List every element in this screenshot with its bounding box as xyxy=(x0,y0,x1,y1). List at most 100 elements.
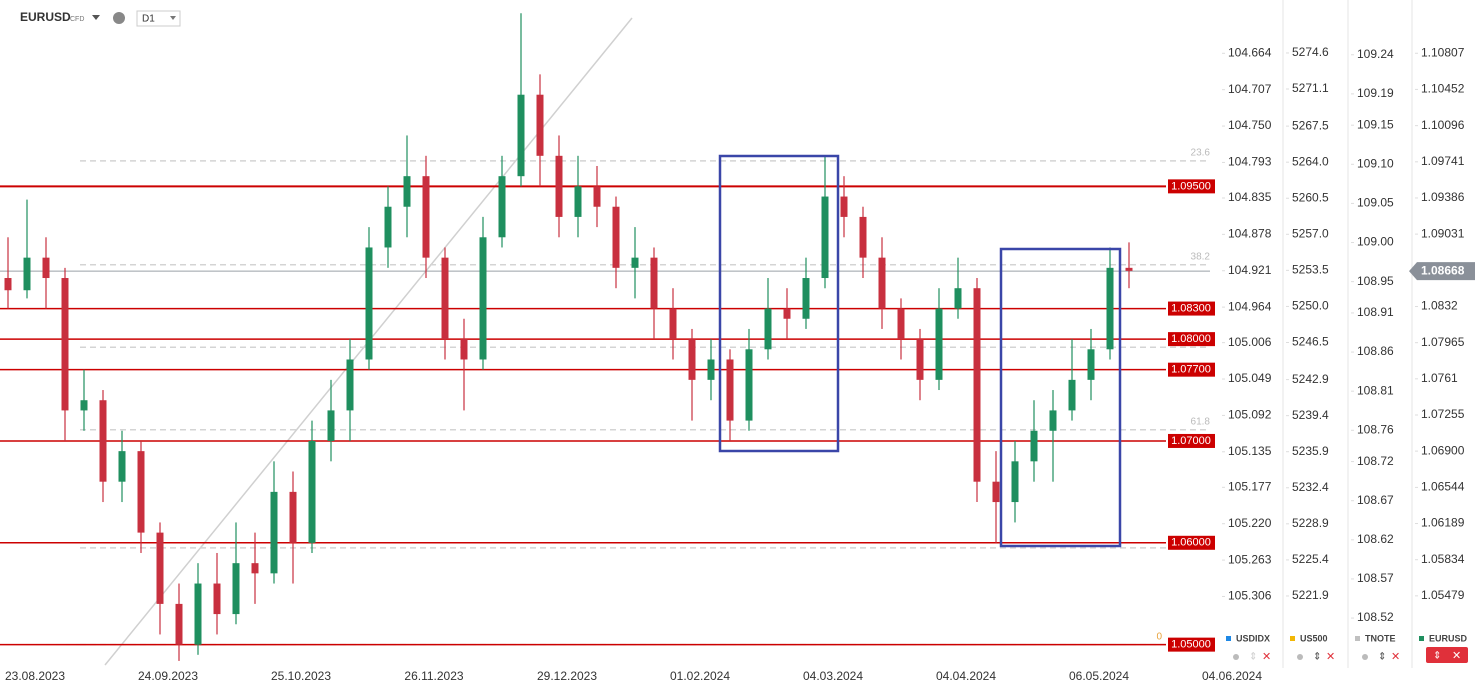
y-tick-label: 104.664 xyxy=(1228,45,1272,59)
candle-body xyxy=(194,583,202,645)
legend-label[interactable]: TNOTE xyxy=(1365,633,1396,643)
y-tick-label: 5239.4 xyxy=(1292,408,1329,422)
candle-body xyxy=(365,247,373,360)
level-badge xyxy=(1168,362,1215,377)
candle-body xyxy=(1011,461,1019,503)
candle-body xyxy=(1125,267,1133,271)
y-tick-label: 5253.5 xyxy=(1292,263,1329,277)
y-tick-label: 105.306 xyxy=(1228,589,1272,603)
separators xyxy=(1282,0,1413,668)
y-tick-label: 1.07965 xyxy=(1421,335,1465,349)
x-tick-label: 26.11.2023 xyxy=(404,669,463,683)
candle-body xyxy=(536,94,544,156)
candle-body xyxy=(859,216,867,258)
svg-text:✕: ✕ xyxy=(1262,651,1271,663)
legend-swatch xyxy=(1290,636,1295,641)
candle-body xyxy=(631,257,639,268)
candle-body xyxy=(289,491,297,543)
legend-swatch xyxy=(1226,636,1231,641)
y-tick-label: 5235.9 xyxy=(1292,444,1329,458)
candle-body xyxy=(346,359,354,411)
y-tick-label: 109.05 xyxy=(1357,196,1394,210)
info-icon[interactable] xyxy=(113,12,125,24)
x-tick-label: 25.10.2023 xyxy=(271,669,331,683)
candle-body xyxy=(156,532,164,604)
candle-body xyxy=(23,257,31,291)
candle-body xyxy=(669,308,677,340)
candle-body xyxy=(574,186,582,217)
y-tick-label: 109.15 xyxy=(1357,117,1394,131)
y-tick-label: 1.05479 xyxy=(1421,588,1465,602)
svg-text:⇕: ⇕ xyxy=(1378,652,1386,663)
candle-body xyxy=(707,359,715,380)
y-tick-label: 5264.0 xyxy=(1292,154,1329,168)
y-tick-label: 5267.5 xyxy=(1292,118,1329,132)
candle-body xyxy=(612,206,620,268)
timeframe-dropdown[interactable] xyxy=(170,16,176,20)
y-tick-label: 1.09741 xyxy=(1421,154,1465,168)
symbol-dropdown[interactable] xyxy=(92,15,100,20)
candle-body xyxy=(764,308,772,350)
candle-body xyxy=(460,339,468,360)
y-tick-label: 5260.5 xyxy=(1292,190,1329,204)
y-tick-label: 105.049 xyxy=(1228,371,1272,385)
y-tick-label: 1.06189 xyxy=(1421,516,1465,530)
y-tick-label: 1.10807 xyxy=(1421,45,1465,59)
y-tick-label: 104.835 xyxy=(1228,190,1272,204)
y-tick-label: 1.09031 xyxy=(1421,226,1465,240)
legend-label[interactable]: USDIDX xyxy=(1236,633,1270,643)
candle-body xyxy=(270,491,278,574)
svg-text:⇕: ⇕ xyxy=(1249,652,1257,663)
candle-body xyxy=(137,451,145,533)
legend-icons[interactable]: ⇕ ⇕ ⇕ ✕ ✕ ✕ ✕ ⇕ xyxy=(1233,650,1461,663)
y-tick-label: 104.750 xyxy=(1228,118,1272,132)
candle-body xyxy=(726,359,734,421)
y-tick-label: 5250.0 xyxy=(1292,299,1329,313)
candle-body xyxy=(80,400,88,411)
candle-body xyxy=(821,196,829,279)
x-tick-label: 01.02.2024 xyxy=(670,669,730,683)
candle-body xyxy=(251,563,259,574)
legend-label[interactable]: EURUSD xyxy=(1429,633,1468,643)
level-label: 1.09500 xyxy=(1171,180,1211,192)
candle-body xyxy=(593,186,601,207)
candle-body xyxy=(403,176,411,207)
candle-body xyxy=(802,278,810,319)
active-legend-bg xyxy=(1426,647,1468,663)
legend-label[interactable]: US500 xyxy=(1300,633,1328,643)
highlight-box xyxy=(999,247,1122,548)
svg-text:⇕: ⇕ xyxy=(1313,652,1321,663)
y-tick-label: 108.95 xyxy=(1357,274,1394,288)
y-tick-label: 105.220 xyxy=(1228,516,1272,530)
candle-body xyxy=(4,278,12,291)
fib-label: 0 xyxy=(1156,631,1162,642)
timeframe-select[interactable] xyxy=(136,10,181,27)
y-tick-label: 108.76 xyxy=(1357,422,1394,436)
y-tick-label: 5242.9 xyxy=(1292,372,1329,386)
candle-body xyxy=(1049,410,1057,431)
y-tick-label: 105.263 xyxy=(1228,552,1272,566)
y-tick-label: 5257.0 xyxy=(1292,226,1329,240)
candle-body xyxy=(1068,379,1076,411)
y-tick-label: 108.91 xyxy=(1357,305,1394,319)
y-tick-label: 5246.5 xyxy=(1292,335,1329,349)
svg-text:✕: ✕ xyxy=(1326,651,1335,663)
candle-body xyxy=(175,603,183,645)
y-tick-label: 104.707 xyxy=(1228,82,1272,96)
y-tick-label: 109.10 xyxy=(1357,156,1394,170)
level-badge xyxy=(1168,535,1215,550)
x-tick-label: 04.03.2024 xyxy=(803,669,863,683)
candle-body xyxy=(688,339,696,380)
y-tick-label: 5225.4 xyxy=(1292,552,1329,566)
svg-text:✕: ✕ xyxy=(1391,651,1400,663)
symbol[interactable]: EURUSD xyxy=(20,10,71,24)
level-label: 1.08300 xyxy=(1171,302,1211,314)
fib-label: 23.6 xyxy=(1191,148,1211,159)
timeframe[interactable]: D1 xyxy=(142,14,155,25)
y-tick-label: 104.793 xyxy=(1228,155,1272,169)
level-badge xyxy=(1168,637,1215,652)
y-tick-label: 1.05834 xyxy=(1421,552,1465,566)
y-tick-label: 109.24 xyxy=(1357,47,1394,61)
candle-body xyxy=(99,400,107,482)
candle-body xyxy=(327,410,335,441)
